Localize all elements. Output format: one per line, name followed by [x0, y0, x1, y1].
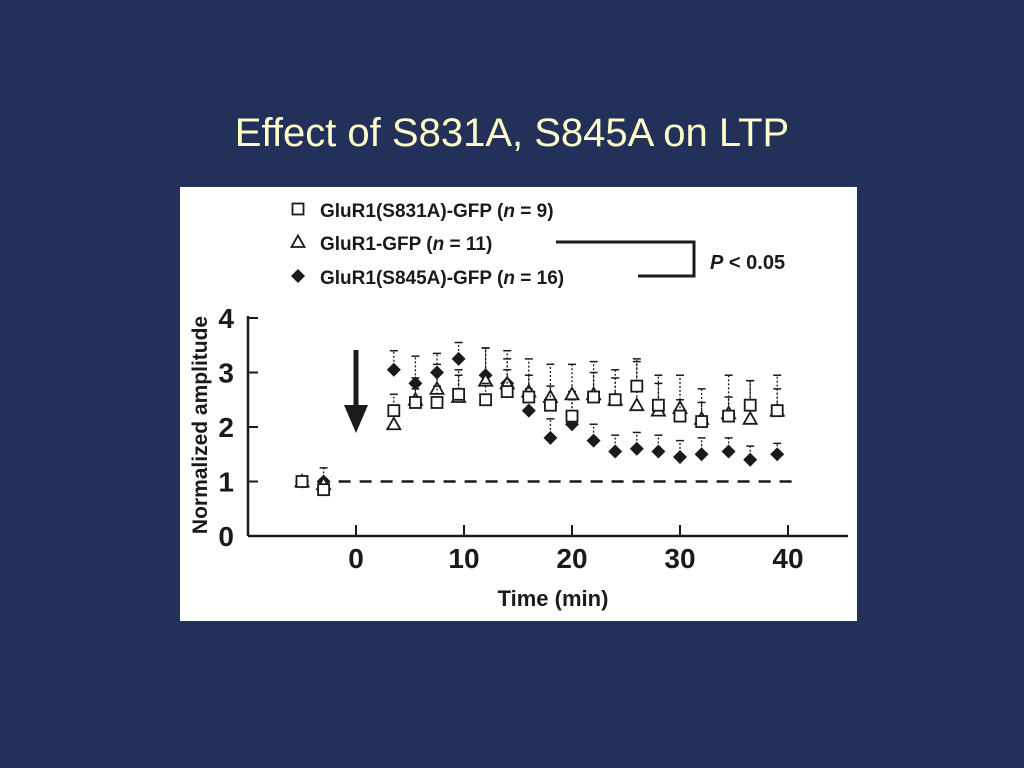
- data-point: [543, 398, 557, 412]
- data-point: [522, 390, 536, 404]
- legend-marker: [291, 202, 305, 216]
- legend-label: GluR1(S831A)-GFP (n = 9): [320, 201, 554, 222]
- data-point: [651, 398, 665, 412]
- p-value-label: P < 0.05: [710, 252, 785, 274]
- y-axis-label: Normalized amplitude: [189, 316, 212, 534]
- data-point: [386, 362, 401, 377]
- data-point: [629, 441, 644, 456]
- data-point: [770, 404, 784, 418]
- data-point: [408, 396, 422, 409]
- legend-marker: [289, 233, 307, 248]
- data-point: [673, 409, 687, 423]
- series-2: [293, 347, 786, 491]
- data-point: [543, 430, 558, 445]
- x-tick-label: 10: [448, 543, 479, 574]
- data-point: [608, 444, 623, 459]
- data-point: [452, 387, 466, 401]
- data-point: [430, 396, 444, 409]
- data-point: [694, 447, 709, 462]
- data-point: [695, 415, 708, 428]
- data-point: [770, 447, 785, 462]
- series-1: [295, 358, 784, 497]
- y-tick-label: 1: [218, 467, 234, 498]
- stimulus-arrow-head: [344, 405, 368, 433]
- data-point: [608, 393, 622, 407]
- data-point: [586, 433, 601, 448]
- data-point: [587, 390, 601, 404]
- data-point: [428, 380, 446, 395]
- x-tick-label: 20: [556, 543, 587, 574]
- bracket-line: [556, 240, 696, 278]
- data-point: [673, 449, 687, 464]
- data-point: [630, 379, 644, 393]
- legend-marker: [291, 269, 305, 283]
- y-tick-label: 2: [218, 412, 234, 443]
- data-point: [387, 404, 401, 418]
- data-point: [721, 444, 736, 459]
- data-point: [451, 351, 466, 366]
- data-point: [563, 385, 581, 401]
- data-point: [651, 444, 666, 459]
- data-point: [565, 409, 579, 423]
- legend: GluR1(S831A)-GFP (n = 9) GluR1-GFP (n = 1…: [289, 201, 564, 289]
- legend-label: GluR1-GFP (n = 11): [320, 234, 492, 255]
- x-axis-label: Time (min): [498, 586, 609, 611]
- data-marks: [293, 341, 786, 497]
- legend-label: GluR1(S845A)-GFP (n = 16): [320, 268, 564, 289]
- y-tick-label: 0: [218, 521, 234, 552]
- data-point: [722, 409, 735, 423]
- data-point: [500, 385, 514, 398]
- data-point: [295, 475, 309, 488]
- x-tick-label: 0: [348, 543, 364, 574]
- ltp-chart: GluR1(S831A)-GFP (n = 9) GluR1-GFP (n = 1…: [189, 201, 848, 611]
- data-point: [743, 452, 758, 467]
- data-point: [628, 396, 645, 412]
- slide-title: Effect of S831A, S845A on LTP: [234, 111, 790, 155]
- x-tick-label: 40: [772, 543, 803, 574]
- data-point: [742, 410, 759, 425]
- data-point: [317, 483, 331, 497]
- y-tick-label: 4: [218, 303, 234, 334]
- data-point: [521, 403, 536, 418]
- data-point: [743, 398, 757, 412]
- significance-bracket: P < 0.05: [556, 240, 785, 278]
- data-point: [479, 393, 493, 407]
- y-tick-label: 3: [218, 358, 234, 389]
- data-point: [385, 415, 402, 431]
- series-3: [295, 341, 785, 489]
- figure-panel: GluR1(S831A)-GFP (n = 9) GluR1-GFP (n = 1…: [180, 187, 857, 621]
- x-tick-label: 30: [664, 543, 695, 574]
